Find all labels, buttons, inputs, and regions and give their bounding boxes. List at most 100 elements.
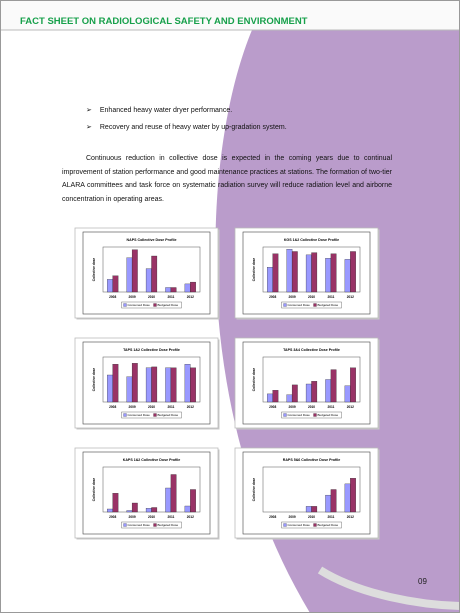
bar: [131, 502, 138, 513]
chart-title: TAPS 1&2 Collective Dose Profile: [123, 348, 180, 352]
legend-label: Budgeted Dose: [158, 413, 179, 417]
bar: [325, 379, 332, 403]
bar: [350, 251, 356, 293]
bar: [165, 287, 172, 293]
x-tick-label: 2008: [109, 405, 116, 409]
y-axis-label: Collective dose: [92, 368, 96, 392]
bar: [267, 393, 273, 403]
x-tick-label: 2012: [347, 405, 354, 409]
bar: [325, 258, 332, 293]
bar: [112, 275, 119, 293]
bar: [286, 394, 293, 403]
bar: [286, 249, 293, 293]
header-title: FACT SHEET ON RADIOLOGICAL SAFETY AND EN…: [20, 16, 308, 27]
x-tick-label: 2009: [129, 295, 136, 299]
bar: [344, 259, 351, 293]
x-tick-label: 2008: [269, 295, 276, 299]
bar: [107, 279, 113, 293]
plot-area: [102, 466, 201, 513]
bar: [291, 384, 298, 403]
legend-swatch: [283, 303, 287, 307]
bar: [190, 367, 196, 403]
x-tick-label: 2011: [167, 515, 174, 519]
bar: [107, 374, 113, 403]
bar: [311, 381, 318, 403]
bar: [350, 478, 356, 513]
bar: [330, 253, 337, 293]
legend-box: [121, 301, 182, 309]
legend-swatch: [313, 413, 317, 417]
legend-label: Consumed Dose: [288, 303, 311, 307]
bar: [145, 367, 152, 403]
bar: [151, 366, 158, 403]
chart-title: TAPS 3&4 Collective Dose Profile: [283, 348, 340, 352]
legend-swatch: [313, 523, 317, 527]
x-tick-label: 2009: [289, 515, 296, 519]
x-tick-label: 2008: [269, 405, 276, 409]
bar: [126, 257, 133, 293]
bar: [267, 267, 273, 293]
x-tick-label: 2011: [327, 515, 334, 519]
bar: [112, 364, 119, 403]
bar: [170, 474, 177, 513]
bar: [151, 255, 158, 293]
x-tick-label: 2010: [308, 515, 315, 519]
bar: [184, 283, 191, 293]
legend-swatch: [153, 303, 157, 307]
bar: [311, 252, 318, 293]
x-tick-label: 2011: [167, 405, 174, 409]
bar: [131, 249, 138, 293]
paragraph: Continuous reduction in collective dose …: [62, 155, 392, 203]
chart-title: NAPS Collective Dose Profile: [127, 238, 177, 242]
x-tick-label: 2011: [327, 295, 334, 299]
bar: [145, 508, 152, 513]
charts: NAPS Collective Dose Profile Collective d…: [74, 227, 380, 540]
y-axis-label: Collective dose: [252, 258, 256, 282]
x-tick-label: 2012: [187, 405, 194, 409]
legend-label: Consumed Dose: [128, 523, 151, 527]
chart-title: RAPS 5&6 Collective Dose Profile: [283, 458, 341, 462]
bar: [272, 253, 279, 293]
x-tick-label: 2011: [167, 295, 174, 299]
bar: [291, 251, 298, 293]
bar: [350, 367, 356, 403]
legend-label: Consumed Dose: [288, 523, 311, 527]
bar: [165, 367, 172, 403]
x-tick-label: 2010: [148, 295, 155, 299]
legend-box: [121, 521, 182, 529]
chart-title: KAPS 1&2 Collective Dose Profile: [123, 458, 181, 462]
x-tick-label: 2012: [347, 295, 354, 299]
x-tick-label: 2008: [109, 515, 116, 519]
legend-label: Budgeted Dose: [318, 413, 339, 417]
bullet-text: Enhanced heavy water dryer performance.: [99, 107, 233, 114]
chart-title: KGS 1&2 Collective Dose Profile: [284, 238, 339, 242]
bullet: ➢ Enhanced heavy water dryer performance.: [86, 107, 233, 114]
bar: [165, 487, 172, 513]
legend-label: Consumed Dose: [128, 303, 151, 307]
swoosh: [317, 566, 460, 610]
x-tick-label: 2010: [308, 405, 315, 409]
page-number: 09: [418, 577, 427, 586]
legend-box: [281, 521, 342, 529]
bar: [344, 483, 351, 513]
legend-box: [281, 411, 342, 419]
bar: [272, 390, 279, 403]
legend-label: Budgeted Dose: [318, 523, 339, 527]
bar: [151, 507, 158, 513]
legend-swatch: [123, 413, 127, 417]
legend-swatch: [283, 413, 287, 417]
bar: [170, 367, 177, 403]
legend-label: Consumed Dose: [128, 413, 151, 417]
header-band: [0, 0, 460, 30]
legend-label: Budgeted Dose: [318, 303, 339, 307]
bar: [344, 385, 351, 403]
legend-swatch: [153, 413, 157, 417]
bar: [330, 369, 337, 403]
x-tick-label: 2008: [269, 515, 276, 519]
bar: [126, 376, 133, 403]
bar: [145, 268, 152, 293]
bar: [190, 489, 196, 513]
bar: [126, 510, 133, 513]
y-axis-label: Collective dose: [252, 478, 256, 502]
